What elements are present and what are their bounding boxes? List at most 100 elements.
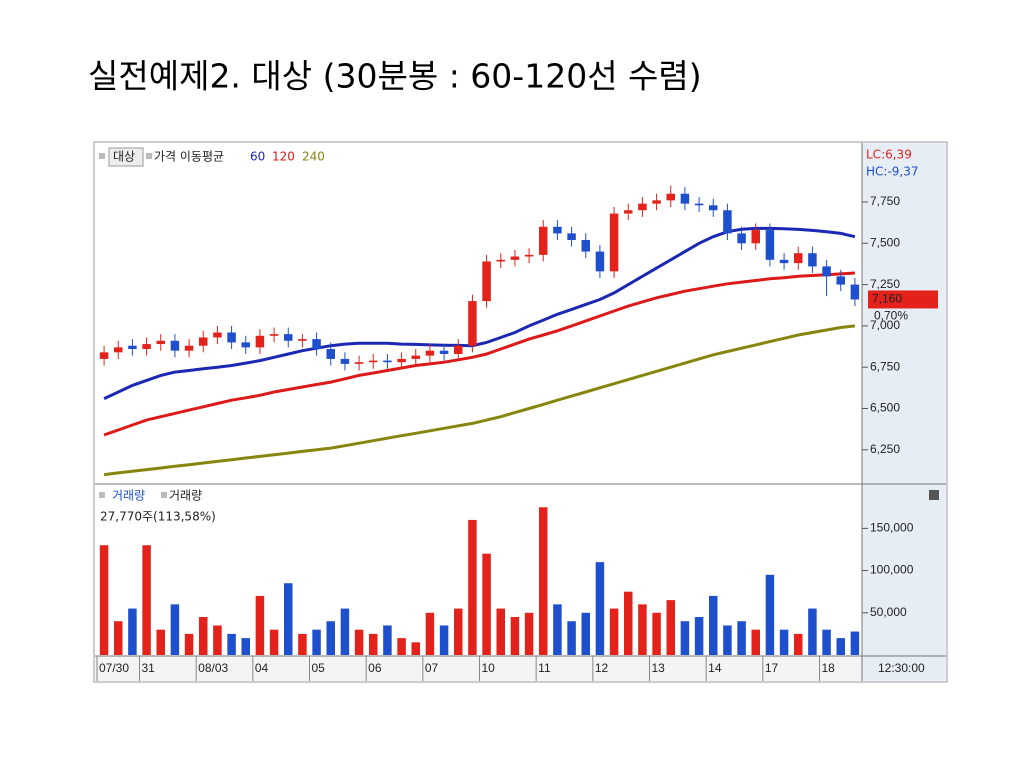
legend-icon: [99, 153, 105, 159]
volume-bar: [567, 621, 576, 655]
last-price-tag: [868, 290, 938, 309]
axis-column: [862, 143, 946, 681]
x-tick-label: 14: [708, 661, 722, 675]
volume-bar: [397, 638, 406, 655]
volume-bar: [369, 633, 378, 655]
candle-body: [709, 205, 718, 211]
moving-average: [103, 271, 855, 437]
volume-bar: [312, 629, 321, 655]
volume-bar: [468, 519, 477, 655]
volume-bar: [439, 625, 449, 655]
y-tick-label: 100,000: [870, 563, 914, 577]
volume-bar: [99, 545, 109, 655]
candle-body: [425, 350, 435, 356]
volume-bar: [227, 633, 236, 655]
candle-body: [383, 360, 392, 363]
volume-bar: [284, 583, 293, 655]
volume-readout: 27,770주(113,58%): [100, 510, 216, 524]
volume-bar: [737, 621, 746, 655]
volume-bar: [114, 621, 123, 655]
volume-bar: [411, 642, 420, 655]
y-tick-label: 150,000: [870, 521, 914, 535]
volume-bar: [709, 595, 718, 655]
candle-body: [241, 342, 250, 348]
legend-ma: 120: [272, 150, 295, 164]
volume-bar: [383, 625, 392, 655]
x-tick-label: 18: [822, 661, 836, 675]
volume-bar: [128, 608, 137, 655]
candle-body: [468, 301, 477, 346]
x-tick-label: 04: [255, 661, 269, 675]
legend-icon: [99, 492, 105, 498]
candle-body: [128, 345, 137, 350]
candle-body: [553, 226, 562, 234]
legend-indicator: 거래량: [169, 489, 202, 503]
volume-bar: [779, 629, 789, 655]
candle-body: [524, 254, 534, 257]
volume-bar: [595, 562, 605, 655]
candle-body: [269, 334, 279, 336]
candle-body: [312, 339, 321, 350]
candle-body: [808, 253, 817, 267]
change-label: 0,70%: [874, 309, 908, 323]
date-bar: [95, 656, 862, 681]
legend-symbol: 거래량: [112, 489, 145, 503]
volume-bar: [298, 633, 307, 655]
moving-average: [103, 324, 856, 477]
candle-body: [439, 350, 449, 354]
x-tick-label: 12: [595, 661, 609, 675]
candle-body: [227, 332, 236, 343]
candle-body: [114, 347, 123, 353]
volume-bar: [326, 621, 335, 655]
candle-body: [822, 266, 831, 277]
volume-bar: [652, 612, 661, 655]
candle-body: [794, 253, 803, 264]
hc-label: HC:-9,37: [866, 165, 919, 179]
y-tick-label: 6,250: [870, 442, 900, 456]
candle-body: [737, 233, 746, 244]
x-tick-label: 11: [538, 661, 551, 675]
candle-body: [638, 203, 647, 211]
time-label: 12:30:00: [878, 661, 925, 675]
volume-bar: [765, 574, 775, 655]
candle-body: [184, 345, 194, 351]
volume-bar: [496, 608, 505, 655]
candle-body: [539, 226, 548, 255]
candle-body: [454, 345, 463, 354]
y-tick-label: 7,750: [870, 194, 900, 208]
volume-bar: [581, 612, 590, 655]
candle-body: [850, 284, 860, 300]
legend-ma: 60: [250, 150, 265, 164]
y-tick-label: 6,500: [870, 401, 900, 415]
volume-bar: [510, 617, 520, 655]
y-tick-label: 7,000: [870, 318, 900, 332]
candle-body: [694, 203, 704, 206]
candle-body: [765, 230, 775, 260]
volume-bar: [199, 617, 208, 655]
volume-bar: [638, 604, 647, 655]
volume-bar: [213, 625, 222, 655]
volume-bar: [850, 631, 860, 655]
legend-box: [108, 147, 144, 167]
candle-body: [369, 360, 378, 363]
candle-body: [142, 344, 151, 350]
volume-bar: [354, 629, 364, 655]
candle-body: [680, 193, 690, 204]
candle-body: [340, 358, 350, 364]
volume-bar: [680, 621, 690, 655]
close-button[interactable]: [929, 490, 939, 500]
candle-body: [411, 355, 420, 359]
volume-bar: [241, 638, 250, 655]
candle-body: [199, 337, 208, 346]
legend-symbol: 대상: [113, 150, 135, 164]
x-tick-label: 10: [482, 661, 496, 675]
candle-body: [595, 251, 605, 272]
candle-body: [397, 358, 406, 363]
x-tick-label: 31: [142, 661, 156, 675]
x-tick-label: 13: [652, 661, 666, 675]
volume-bar: [425, 612, 435, 655]
volume-bar: [694, 617, 704, 655]
candle-body: [326, 349, 335, 359]
